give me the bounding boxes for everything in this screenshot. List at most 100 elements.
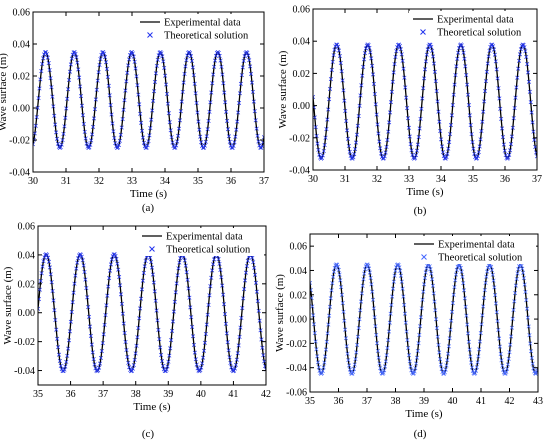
x-tick-label: 39: [419, 396, 429, 407]
theoretical-marker: [104, 303, 109, 308]
theoretical-marker: [77, 252, 82, 257]
theoretical-marker: [387, 320, 392, 325]
theoretical-marker: [450, 103, 455, 108]
theoretical-marker: [483, 79, 488, 84]
theoretical-marker: [195, 366, 200, 371]
theoretical-marker: [422, 76, 427, 81]
theoretical-marker: [227, 355, 232, 360]
theoretical-marker: [314, 133, 319, 138]
theoretical-marker: [138, 111, 143, 116]
theoretical-marker: [78, 84, 83, 89]
y-axis-label: Wave surface (m): [2, 266, 14, 344]
theoretical-marker: [342, 318, 347, 323]
theoretical-marker: [179, 99, 184, 104]
theoretical-marker: [159, 352, 164, 357]
theoretical-marker: [339, 69, 344, 74]
theoretical-marker: [35, 105, 40, 110]
theoretical-marker: [413, 366, 418, 371]
theoretical-marker: [149, 259, 154, 265]
y-tick-label: 0.04: [293, 37, 311, 48]
theoretical-marker: [469, 132, 474, 137]
theoretical-marker: [100, 50, 105, 55]
theoretical-marker: [147, 133, 152, 138]
theoretical-marker: [198, 134, 203, 139]
theoretical-marker: [203, 139, 208, 144]
theoretical-marker: [388, 110, 393, 115]
theoretical-marker: [151, 280, 156, 285]
theoretical-marker: [142, 264, 147, 269]
theoretical-marker: [61, 131, 66, 136]
theoretical-marker: [173, 145, 178, 150]
theoretical-marker: [434, 326, 439, 331]
theoretical-marker: [475, 360, 480, 365]
theoretical-marker: [423, 270, 428, 275]
chart-panel-d: 35 36 37 38 39 40 41 42 43 -0.06 -0.04 -0.02 0.00 0.0…: [274, 233, 543, 440]
y-tick-label: 0.04: [13, 40, 31, 51]
y-tick-label: 0.06: [18, 222, 36, 233]
theoretical-marker: [152, 289, 157, 294]
theoretical-marker: [40, 61, 45, 67]
theoretical-marker: [386, 337, 391, 343]
theoretical-marker: [55, 336, 60, 341]
theoretical-marker: [207, 109, 212, 114]
theoretical-marker: [345, 351, 350, 356]
theoretical-marker: [388, 100, 393, 105]
theoretical-marker: [515, 75, 520, 80]
theoretical-marker: [491, 44, 496, 49]
theoretical-marker: [211, 257, 217, 262]
theoretical-marker: [509, 134, 514, 139]
legend-entry-experimental: Experimental data: [437, 15, 514, 26]
theoretical-marker: [320, 368, 325, 373]
theoretical-marker: [103, 54, 108, 60]
theoretical-marker: [431, 291, 436, 296]
theoretical-marker: [384, 144, 389, 149]
theoretical-marker: [408, 364, 413, 369]
theoretical-marker: [74, 266, 79, 271]
theoretical-marker: [456, 50, 461, 55]
theoretical-marker: [408, 142, 413, 147]
theoretical-marker: [412, 369, 417, 374]
theoretical-marker: [80, 258, 85, 263]
x-tick-label: 35: [305, 396, 315, 407]
theoretical-marker: [247, 58, 252, 63]
theoretical-marker: [84, 141, 89, 146]
theoretical-marker: [40, 264, 45, 269]
theoretical-marker: [409, 148, 414, 153]
theoretical-marker: [93, 366, 98, 371]
theoretical-marker: [419, 106, 424, 111]
theoretical-marker: [189, 58, 194, 64]
theoretical-marker: [158, 345, 163, 350]
theoretical-marker: [355, 334, 360, 339]
theoretical-marker: [417, 126, 422, 131]
theoretical-marker: [521, 276, 526, 281]
theoretical-marker: [415, 348, 420, 353]
theoretical-marker: [330, 281, 335, 286]
theoretical-marker: [323, 354, 328, 359]
theoretical-marker: [154, 308, 159, 313]
theoretical-marker: [528, 341, 533, 346]
theoretical-marker: [75, 260, 80, 265]
theoretical-marker: [422, 275, 427, 280]
theoretical-marker: [184, 58, 189, 63]
theoretical-marker: [382, 154, 387, 159]
theoretical-marker: [183, 64, 188, 69]
theoretical-marker: [319, 371, 325, 376]
theoretical-marker: [91, 124, 96, 129]
theoretical-marker: [46, 259, 51, 264]
theoretical-marker: [140, 278, 145, 283]
theoretical-marker: [409, 368, 414, 373]
theoretical-marker: [78, 252, 83, 257]
theoretical-marker: [434, 317, 439, 322]
theoretical-marker: [62, 367, 67, 372]
legend: Experimental data Theoretical solution: [138, 228, 264, 256]
theoretical-marker: [161, 59, 166, 64]
theoretical-marker: [400, 58, 405, 63]
theoretical-marker: [497, 344, 502, 349]
theoretical-marker: [219, 275, 224, 280]
series-experimental-line: [313, 43, 537, 160]
theoretical-marker: [445, 151, 450, 156]
theoretical-marker: [70, 300, 75, 305]
theoretical-marker: [155, 57, 160, 62]
theoretical-marker: [480, 313, 485, 318]
x-tick-label: 41: [476, 396, 486, 407]
